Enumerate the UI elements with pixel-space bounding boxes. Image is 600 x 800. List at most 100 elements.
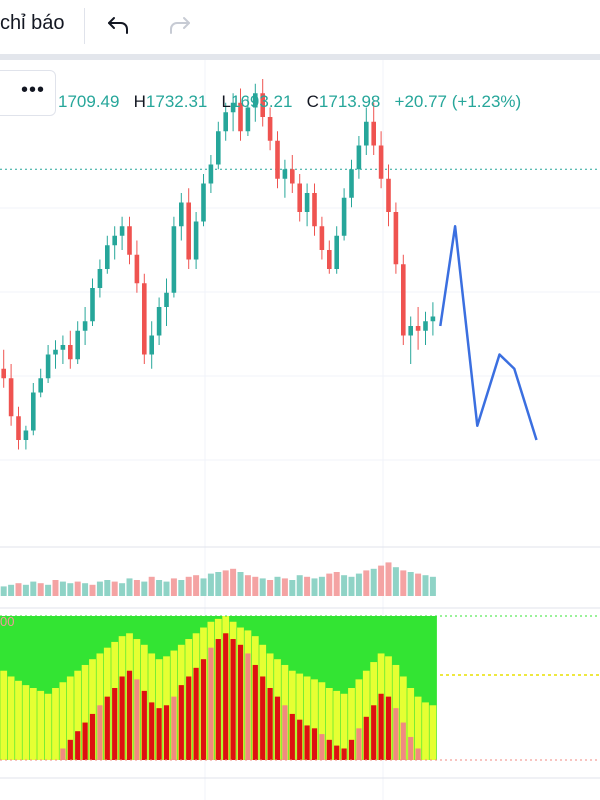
oscillator-bar-red — [378, 693, 384, 760]
candle-body — [119, 226, 125, 236]
oscillator-bar-red — [156, 708, 162, 760]
oscillator-bar-yellow — [318, 682, 326, 760]
volume-bar — [318, 576, 325, 596]
volume-bar — [348, 576, 355, 596]
oscillator-bar-red — [67, 739, 73, 760]
candle-body — [223, 112, 228, 132]
candle-body — [334, 235, 339, 269]
volume-bar — [267, 580, 274, 596]
candle-body — [415, 326, 421, 331]
volume-bar — [141, 581, 148, 596]
volume-bar — [429, 576, 436, 596]
oscillator-bar-red — [371, 705, 377, 760]
volume-bar — [82, 583, 89, 596]
oscillator-bar-red — [274, 696, 281, 760]
candle-body — [408, 326, 413, 336]
change-value: +20.77 (+1.23%) — [394, 92, 522, 111]
candle-body — [75, 330, 80, 360]
candle-body — [356, 145, 362, 170]
candle-body — [164, 292, 169, 307]
volume-bar — [296, 575, 303, 596]
candle-body — [260, 93, 265, 117]
volume-bar — [185, 576, 192, 596]
oscillator-bar-red — [348, 739, 355, 760]
volume-bar — [207, 573, 214, 596]
candle-body — [142, 283, 147, 355]
oscillator-bar-red — [149, 702, 155, 760]
oscillator-bar-red — [393, 708, 399, 760]
redo-icon — [170, 17, 190, 34]
ohlc-legend: 1709.49 H1732.31 L1693.21 C1713.98 +20.7… — [58, 92, 521, 112]
candle-body — [171, 226, 177, 293]
volume-bar — [148, 576, 155, 596]
candle-body — [82, 321, 88, 331]
candle-body — [68, 345, 73, 360]
indicators-button[interactable]: chỉ báo — [0, 12, 65, 34]
candle-body — [423, 321, 428, 331]
oscillator-bar-red — [400, 722, 406, 760]
candle-body — [230, 102, 236, 113]
oscillator-bar-yellow — [429, 705, 437, 760]
high-value: 1732.31 — [145, 92, 208, 111]
oscillator-bar-red — [245, 653, 251, 760]
candle-body — [16, 416, 21, 440]
candle-body — [401, 264, 406, 336]
volume-bar — [311, 578, 318, 596]
oscillator-bar-red — [415, 748, 421, 760]
volume-bar — [133, 580, 140, 596]
volume-bar — [341, 575, 348, 596]
oscillator-bar-red — [260, 676, 266, 760]
candle-body — [97, 269, 103, 288]
volume-bar — [222, 570, 229, 596]
open-value: 1709.49 — [58, 92, 120, 111]
candle-body — [112, 235, 117, 246]
oscillator-bar-red — [75, 731, 81, 760]
legend-menu-button[interactable]: ◂ ••• — [0, 70, 56, 116]
oscillator-bar-yellow — [81, 664, 89, 760]
volume-bar — [30, 581, 37, 596]
volume-bar — [104, 580, 111, 596]
oscillator-bar-yellow — [362, 670, 370, 760]
volume-bar — [259, 578, 266, 596]
volume-bar — [163, 581, 170, 596]
oscillator-bar-red — [171, 696, 177, 760]
candle-body — [275, 140, 280, 179]
oscillator-bar-red — [141, 690, 147, 760]
oscillator-bar-yellow — [52, 688, 59, 760]
oscillator-bar-red — [223, 633, 229, 760]
candle-body — [53, 349, 58, 355]
undo-button[interactable] — [103, 10, 135, 42]
oscillator-bar-yellow — [37, 690, 45, 760]
oscillator-bar-red — [304, 725, 310, 760]
toolbar-divider — [84, 8, 85, 44]
high-key: H — [133, 92, 146, 111]
oscillator-bar-red — [178, 685, 184, 760]
candle-body — [149, 335, 154, 355]
oscillator-bar-red — [334, 745, 340, 760]
oscillator-bar-yellow — [414, 696, 422, 760]
oscillator-bar-red — [97, 705, 103, 760]
oscillator-bar-red — [193, 667, 199, 760]
volume-bar — [126, 578, 133, 596]
volume-bar — [304, 576, 311, 596]
oscillator-bar-red — [134, 679, 140, 760]
oscillator-bar-red — [311, 728, 318, 760]
candle-body — [201, 183, 206, 222]
low-key: L — [221, 92, 231, 111]
volume-bar — [74, 581, 81, 596]
oscillator-bar-red — [119, 676, 125, 760]
volume-bar — [215, 572, 222, 596]
candle-body — [38, 378, 43, 393]
volume-bar — [355, 573, 362, 596]
volume-bar — [230, 568, 237, 596]
volume-bar — [170, 578, 177, 596]
volume-bar — [407, 572, 414, 596]
volume-bar — [281, 578, 288, 596]
candle-body — [364, 121, 369, 146]
volume-bar — [59, 581, 66, 596]
candle-body — [430, 316, 436, 322]
redo-button[interactable] — [163, 10, 195, 42]
volume-bar — [400, 570, 407, 596]
volume-bar — [415, 573, 422, 596]
